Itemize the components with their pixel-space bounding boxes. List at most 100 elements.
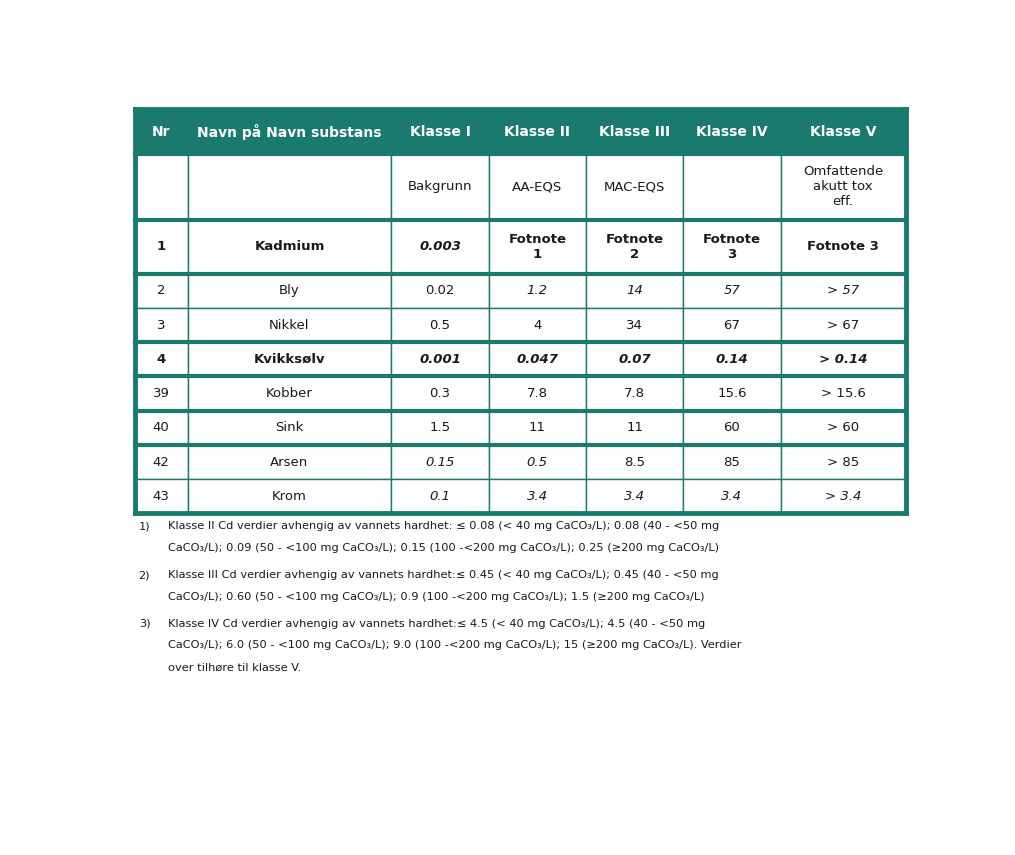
- Bar: [488, 376, 586, 410]
- Bar: [188, 109, 392, 154]
- Bar: [683, 376, 781, 410]
- Bar: [488, 274, 586, 308]
- Text: Bly: Bly: [279, 285, 299, 298]
- Bar: [488, 308, 586, 342]
- Text: Klasse V: Klasse V: [810, 125, 876, 139]
- Bar: [781, 109, 905, 154]
- Text: AA-EQS: AA-EQS: [513, 180, 562, 193]
- Bar: [392, 445, 488, 479]
- Text: 2: 2: [157, 285, 165, 298]
- Bar: [392, 410, 488, 445]
- Bar: [781, 376, 905, 410]
- Text: 3.4: 3.4: [527, 490, 548, 503]
- Bar: [586, 376, 683, 410]
- Text: 0.1: 0.1: [429, 490, 451, 503]
- Bar: [781, 342, 905, 376]
- Text: 43: 43: [152, 490, 170, 503]
- Text: 3.4: 3.4: [722, 490, 742, 503]
- Text: Fotnote 3: Fotnote 3: [807, 240, 879, 253]
- Bar: [586, 154, 683, 220]
- Text: Fotnote
3: Fotnote 3: [703, 233, 761, 261]
- Bar: [781, 220, 905, 274]
- Bar: [586, 445, 683, 479]
- Text: over tilhøre til klasse V.: over tilhøre til klasse V.: [167, 663, 300, 672]
- Bar: [586, 274, 683, 308]
- Text: Arsen: Arsen: [270, 456, 309, 469]
- Bar: [781, 154, 905, 220]
- Bar: [683, 342, 781, 376]
- Text: Klasse IV Cd verdier avhengig av vannets hardhet:≤ 4.5 (< 40 mg CaCO₃/L); 4.5 (4: Klasse IV Cd verdier avhengig av vannets…: [167, 619, 705, 628]
- Text: Navn på Navn substans: Navn på Navn substans: [197, 124, 382, 139]
- Bar: [392, 342, 488, 376]
- Text: Sink: Sink: [275, 422, 303, 434]
- Bar: [488, 220, 586, 274]
- Text: 40: 40: [153, 422, 170, 434]
- Text: Klasse III Cd verdier avhengig av vannets hardhet:≤ 0.45 (< 40 mg CaCO₃/L); 0.45: Klasse III Cd verdier avhengig av vannet…: [167, 570, 719, 580]
- Bar: [135, 220, 188, 274]
- Bar: [188, 274, 392, 308]
- Text: > 15.6: > 15.6: [821, 387, 866, 400]
- Bar: [781, 445, 905, 479]
- Bar: [488, 410, 586, 445]
- Text: Klasse IV: Klasse IV: [696, 125, 767, 139]
- Bar: [781, 479, 905, 513]
- Text: 1): 1): [139, 522, 150, 531]
- Bar: [392, 274, 488, 308]
- Bar: [488, 445, 586, 479]
- Text: MAC-EQS: MAC-EQS: [604, 180, 665, 193]
- Text: 8.5: 8.5: [624, 456, 646, 469]
- Bar: [135, 479, 188, 513]
- Bar: [781, 274, 905, 308]
- Bar: [135, 410, 188, 445]
- Bar: [135, 342, 188, 376]
- Bar: [488, 154, 586, 220]
- Bar: [188, 220, 392, 274]
- Text: 0.003: 0.003: [419, 240, 461, 253]
- Text: 1.5: 1.5: [429, 422, 451, 434]
- Text: 14: 14: [626, 285, 642, 298]
- Text: > 57: > 57: [827, 285, 859, 298]
- Text: 3: 3: [157, 319, 165, 332]
- Bar: [683, 109, 781, 154]
- Text: 1: 1: [156, 240, 165, 253]
- Text: 0.001: 0.001: [419, 353, 461, 366]
- Bar: [135, 308, 188, 342]
- Bar: [392, 109, 488, 154]
- Text: Fotnote
1: Fotnote 1: [509, 233, 566, 261]
- Bar: [683, 274, 781, 308]
- Text: 0.14: 0.14: [716, 353, 748, 366]
- Text: 0.3: 0.3: [429, 387, 451, 400]
- Text: > 67: > 67: [827, 319, 860, 332]
- Bar: [683, 445, 781, 479]
- Bar: [188, 410, 392, 445]
- Bar: [392, 376, 488, 410]
- Text: Klasse II Cd verdier avhengig av vannets hardhet: ≤ 0.08 (< 40 mg CaCO₃/L); 0.08: Klasse II Cd verdier avhengig av vannets…: [167, 522, 719, 531]
- Bar: [683, 308, 781, 342]
- Text: 0.5: 0.5: [527, 456, 548, 469]
- Bar: [683, 410, 781, 445]
- Bar: [488, 109, 586, 154]
- Bar: [188, 445, 392, 479]
- Text: Nikkel: Nikkel: [269, 319, 310, 332]
- Bar: [781, 308, 905, 342]
- Bar: [781, 410, 905, 445]
- Text: > 85: > 85: [827, 456, 860, 469]
- Text: 11: 11: [529, 422, 546, 434]
- Text: > 0.14: > 0.14: [819, 353, 868, 366]
- Bar: [135, 274, 188, 308]
- Text: 0.5: 0.5: [429, 319, 451, 332]
- Bar: [135, 376, 188, 410]
- Text: Omfattende
akutt tox
eff.: Omfattende akutt tox eff.: [803, 165, 883, 209]
- Bar: [586, 410, 683, 445]
- Bar: [188, 308, 392, 342]
- Text: 3): 3): [139, 619, 150, 628]
- Text: > 60: > 60: [827, 422, 859, 434]
- Text: 4: 4: [533, 319, 542, 332]
- Text: CaCO₃/L); 0.60 (50 - <100 mg CaCO₃/L); 0.9 (100 -<200 mg CaCO₃/L); 1.5 (≥200 mg : CaCO₃/L); 0.60 (50 - <100 mg CaCO₃/L); 0…: [167, 592, 704, 602]
- Bar: [586, 342, 683, 376]
- Text: 11: 11: [626, 422, 644, 434]
- Bar: [188, 342, 392, 376]
- Bar: [135, 445, 188, 479]
- Text: 85: 85: [724, 456, 740, 469]
- Text: 1.2: 1.2: [527, 285, 548, 298]
